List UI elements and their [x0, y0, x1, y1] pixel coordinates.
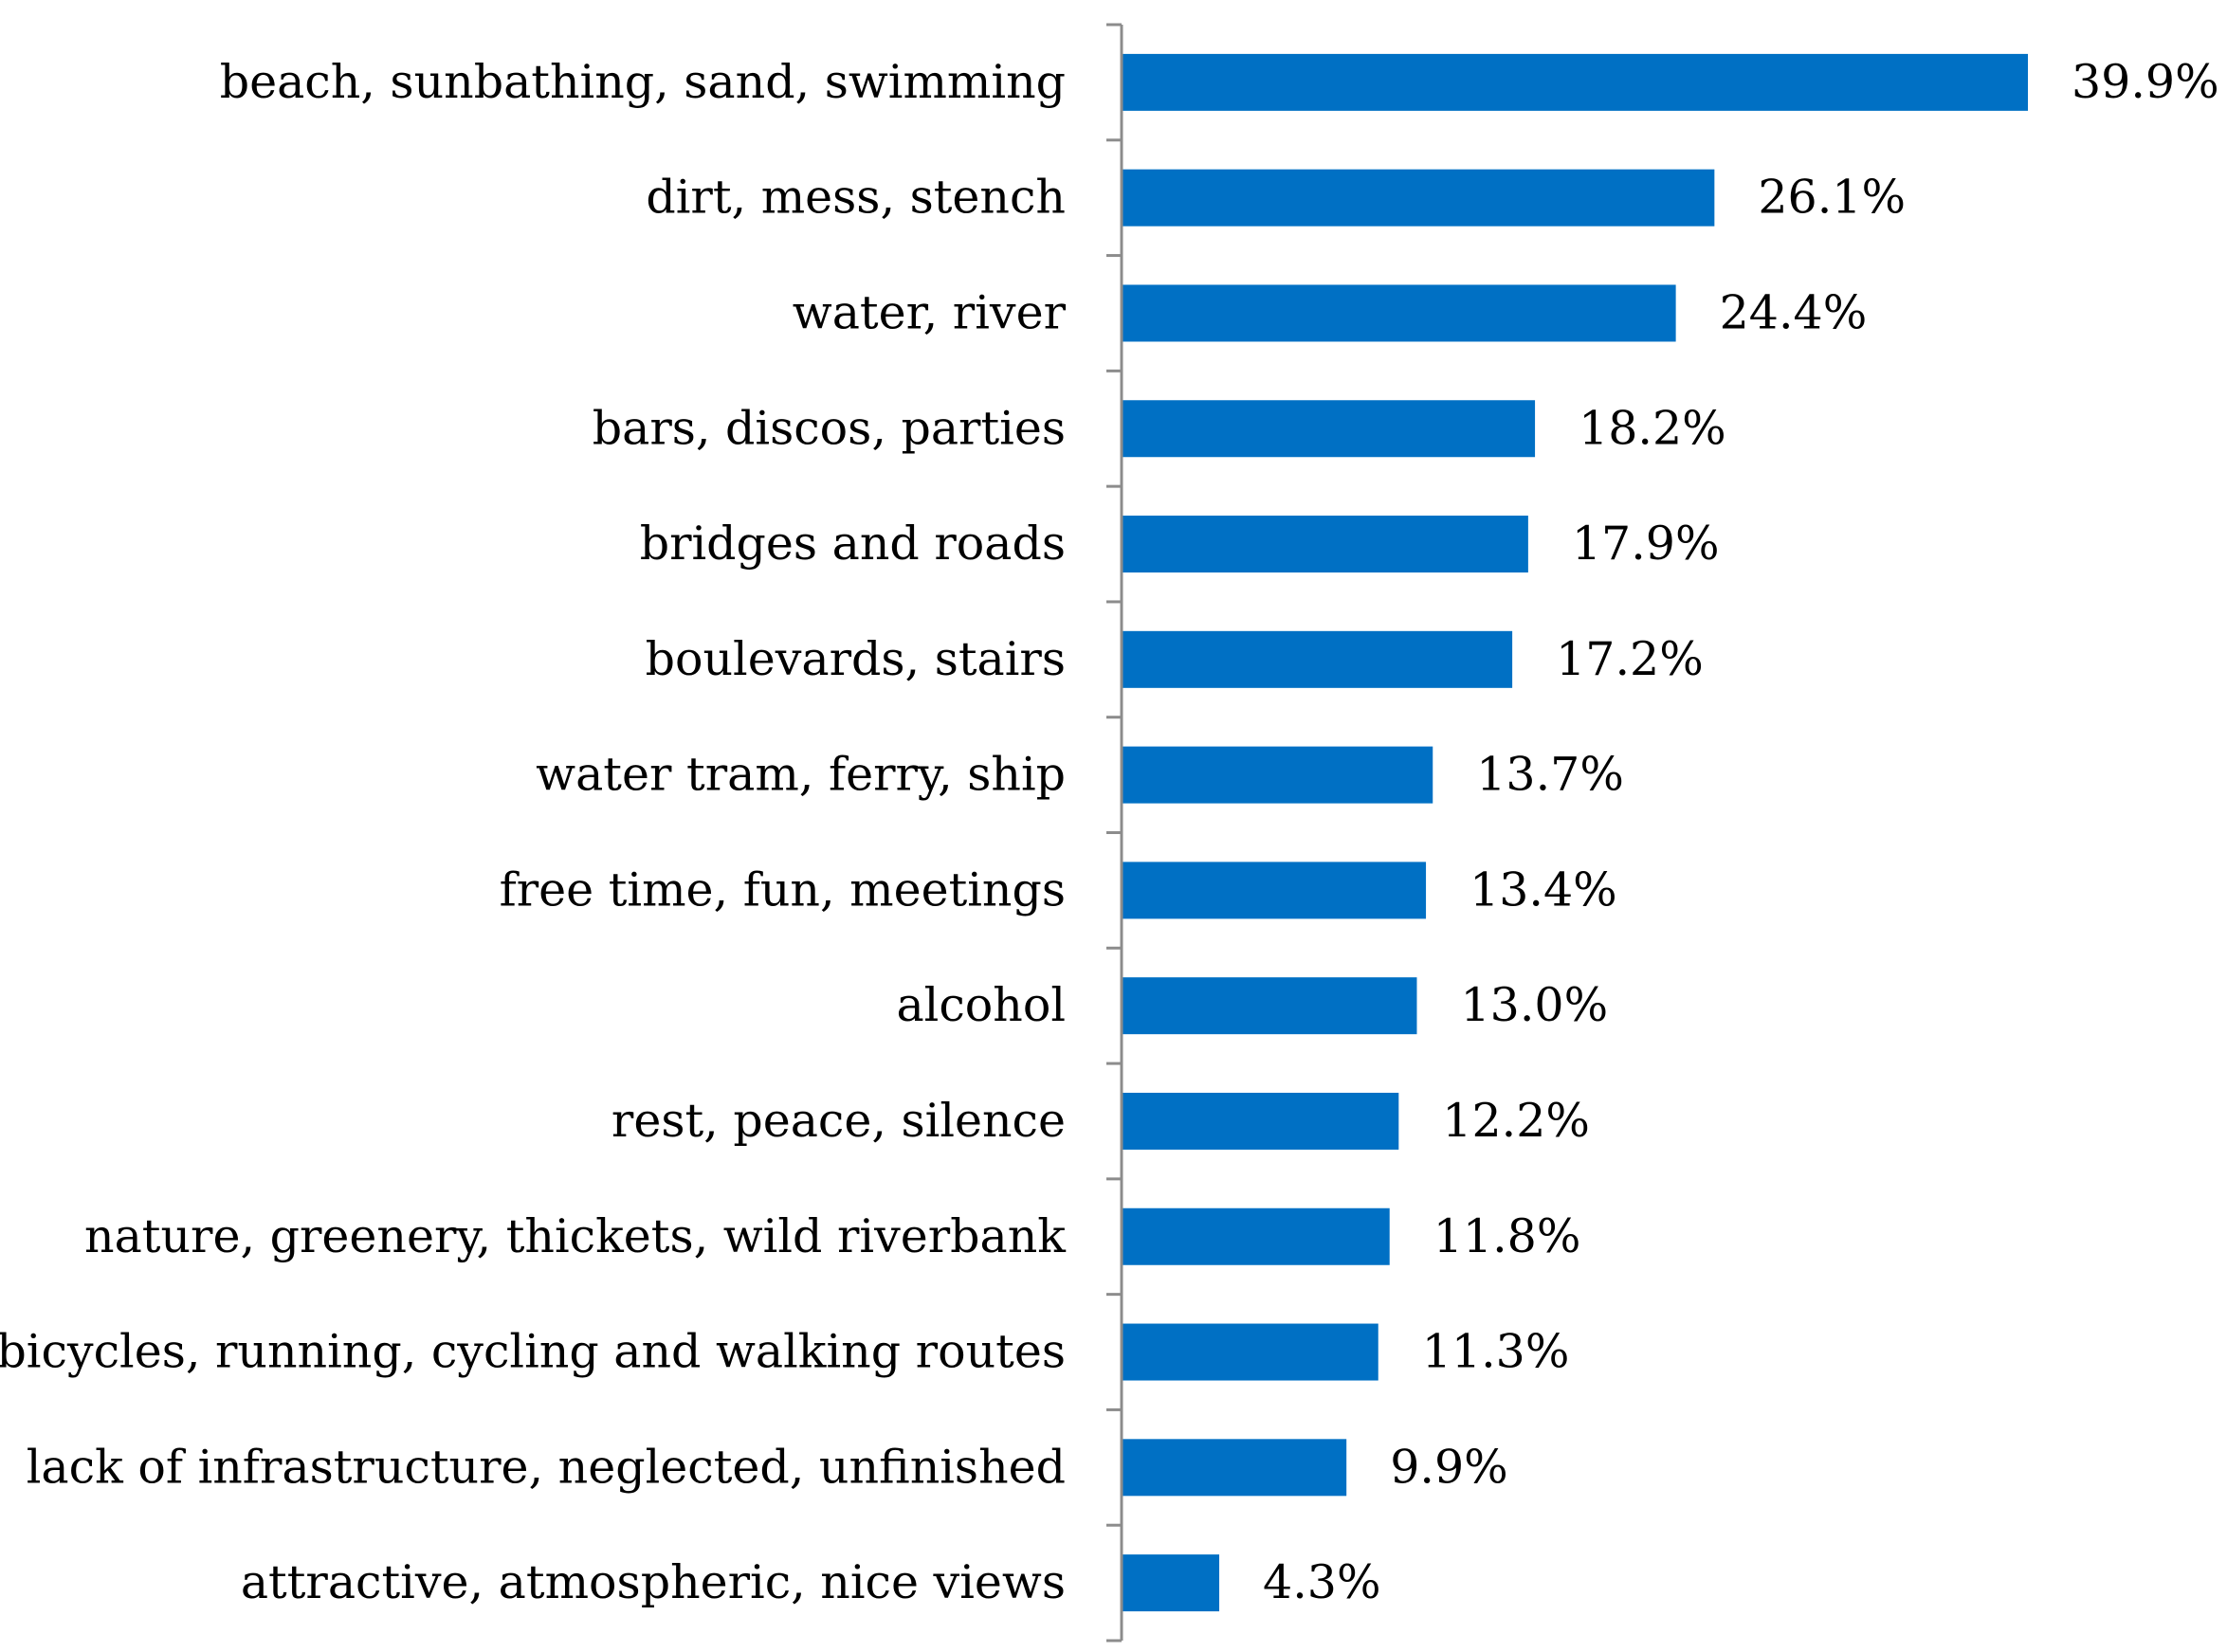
value-labels: 39.9% 26.1% 24.4% 18.2% 17.9% 17.2% 13.7% 13.4%… — [1263, 55, 2219, 1609]
value-label: 26.1% — [1758, 171, 1906, 225]
value-label: 11.3% — [1422, 1325, 1570, 1379]
bars-layer — [1122, 53, 2028, 1612]
bar — [1122, 1554, 1220, 1612]
category-label: beach, sunbathing, sand, swimming — [220, 55, 1066, 109]
value-label: 12.2% — [1442, 1094, 1590, 1148]
bar — [1122, 53, 2028, 111]
y-axis — [1106, 23, 1123, 1643]
value-label: 17.9% — [1572, 517, 1720, 571]
bar — [1122, 169, 1715, 227]
value-label: 11.8% — [1433, 1209, 1581, 1263]
category-label: dirt, mess, stench — [646, 171, 1066, 225]
bar — [1122, 400, 1536, 458]
bar — [1122, 284, 1676, 342]
bar — [1122, 630, 1513, 688]
value-label: 13.0% — [1460, 978, 1608, 1032]
category-label: bridges and roads — [640, 517, 1066, 571]
value-label: 9.9% — [1390, 1440, 1508, 1494]
category-label: water, river — [793, 285, 1067, 339]
bar — [1122, 1207, 1390, 1265]
category-label: water tram, ferry, ship — [536, 748, 1066, 802]
value-label: 13.4% — [1469, 862, 1617, 917]
category-label: free time, fun, meetings — [500, 862, 1066, 917]
bar — [1122, 1092, 1399, 1150]
bar — [1122, 1439, 1347, 1497]
category-label: bars, discos, parties — [593, 401, 1066, 455]
value-label: 24.4% — [1720, 285, 1868, 339]
bar — [1122, 977, 1417, 1035]
category-label: boulevards, stairs — [646, 632, 1066, 686]
category-label: bicycles, running, cycling and walking r… — [0, 1325, 1066, 1379]
value-label: 4.3% — [1263, 1555, 1381, 1609]
value-label: 17.2% — [1556, 632, 1704, 686]
value-label: 18.2% — [1579, 401, 1726, 455]
value-label: 13.7% — [1476, 748, 1624, 802]
bar — [1122, 746, 1433, 804]
category-label: attractive, atmospheric, nice views — [241, 1555, 1066, 1609]
bar — [1122, 516, 1528, 573]
bar — [1122, 1323, 1378, 1381]
category-labels: beach, sunbathing, sand, swimming dirt, m… — [0, 55, 1067, 1609]
value-label: 39.9% — [2072, 55, 2219, 109]
bar — [1122, 862, 1427, 919]
category-label: alcohol — [896, 978, 1066, 1032]
category-label: nature, greenery, thickets, wild riverba… — [84, 1209, 1067, 1263]
category-label: rest, peace, silence — [612, 1094, 1066, 1148]
category-label: lack of infrastructure, neglected, unfin… — [27, 1440, 1066, 1494]
